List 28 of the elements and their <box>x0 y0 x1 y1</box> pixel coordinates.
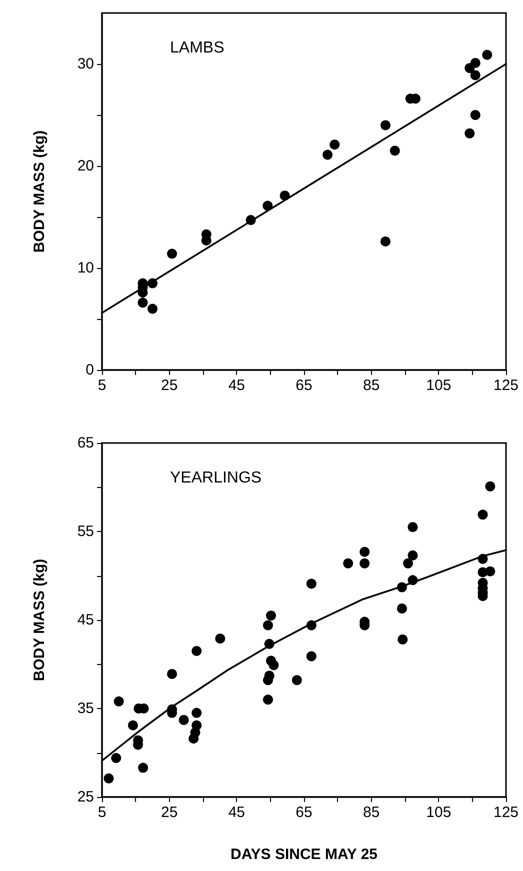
annotation: LAMBS <box>170 40 224 56</box>
x-tick-label: 5 <box>98 377 106 394</box>
annotation: YEARLINGS <box>170 470 262 486</box>
x-tick-label: 125 <box>493 377 519 394</box>
y-tick-label: 55 <box>77 523 94 540</box>
y-tick-label: 0 <box>86 362 94 378</box>
y-tick-label: 25 <box>77 788 94 806</box>
x-tick-label: 65 <box>296 804 312 821</box>
y-tick-label: 20 <box>77 158 94 174</box>
y-tick-label: 30 <box>77 56 94 72</box>
y-tick-label: 35 <box>77 700 94 717</box>
x-tick-label: 85 <box>362 377 380 394</box>
y-tick-label: 45 <box>77 612 94 628</box>
y-tick-label: 65 <box>77 434 94 452</box>
x-tick-label: 25 <box>160 804 178 821</box>
x-tick-label: 45 <box>228 377 246 394</box>
x-tick-label: 105 <box>426 804 452 821</box>
x-tick-label: 125 <box>493 804 519 821</box>
x-tick-label: 25 <box>160 377 178 394</box>
y-axis-title: BODY MASS (kg) <box>31 558 48 682</box>
x-tick-label: 5 <box>98 804 106 821</box>
x-tick-label: 45 <box>228 804 246 821</box>
x-tick-label: 105 <box>426 377 452 394</box>
y-axis-title: BODY MASS (kg) <box>31 130 48 253</box>
x-tick-label: 85 <box>362 804 380 821</box>
x-axis-title: DAYS SINCE MAY 25 <box>230 846 378 863</box>
x-tick-label: 65 <box>296 377 312 394</box>
y-tick-label: 10 <box>77 260 94 276</box>
